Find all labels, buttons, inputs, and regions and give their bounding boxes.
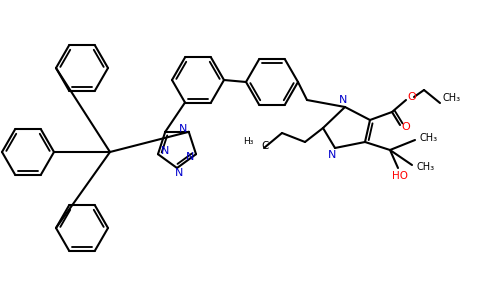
Text: N: N <box>161 146 169 156</box>
Text: C: C <box>261 141 268 151</box>
Text: HO: HO <box>392 171 408 181</box>
Text: N: N <box>179 124 187 134</box>
Text: CH₃: CH₃ <box>420 133 438 143</box>
Text: N: N <box>186 152 194 162</box>
Text: H₃: H₃ <box>242 137 253 146</box>
Text: O: O <box>402 122 410 132</box>
Text: CH₃: CH₃ <box>417 162 435 172</box>
Text: N: N <box>328 150 336 160</box>
Text: N: N <box>175 168 183 178</box>
Text: CH₃: CH₃ <box>443 93 461 103</box>
Text: O: O <box>408 92 416 102</box>
Text: N: N <box>339 95 347 105</box>
